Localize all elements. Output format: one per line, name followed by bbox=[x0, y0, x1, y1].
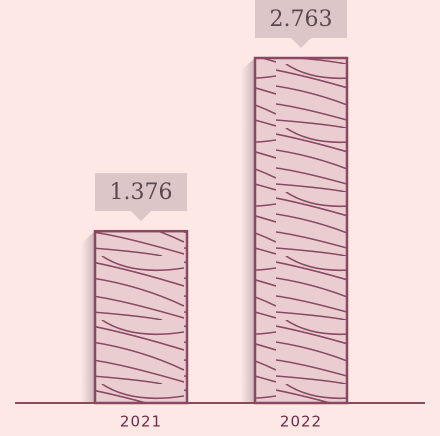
value-label-box bbox=[95, 173, 187, 222]
plot-area: 1.376 2021 2.763 2022 bbox=[81, 0, 349, 431]
bar-shadow bbox=[241, 58, 255, 403]
value-label-box bbox=[255, 0, 347, 48]
bar-texture bbox=[93, 229, 189, 405]
x-tick-label: 2021 bbox=[120, 413, 162, 431]
bar-texture bbox=[253, 56, 349, 405]
bar-shadow bbox=[81, 231, 95, 403]
x-tick-label: 2022 bbox=[280, 413, 322, 431]
value-label: 2.763 bbox=[270, 7, 333, 32]
value-label: 1.376 bbox=[110, 180, 173, 205]
